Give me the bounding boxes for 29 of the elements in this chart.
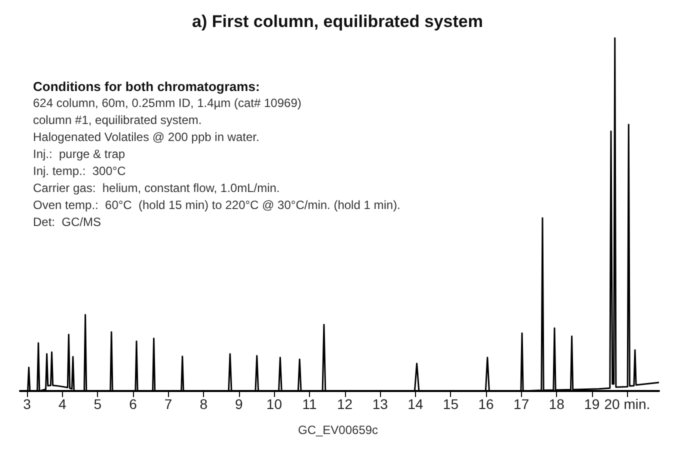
x-tick-label: 17 — [514, 396, 530, 412]
x-tick-label: 16 — [478, 396, 494, 412]
x-tick-label: 6 — [129, 396, 138, 412]
annotation: Det: GC/MS — [33, 215, 102, 229]
annotation: Conditions for both chromatograms: — [33, 79, 260, 94]
annotation: Halogenated Volatiles @ 200 ppb in water. — [33, 130, 260, 144]
x-tick-label: 7 — [164, 396, 172, 412]
annotation: 624 column, 60m, 0.25mm ID, 1.4µm (cat# 10969) — [33, 96, 302, 110]
text: GC_EV00659c — [298, 423, 378, 437]
x-tick-label: 10 — [266, 396, 282, 412]
x-tick-label: 5 — [94, 396, 102, 412]
x-tick-label: 4 — [58, 396, 66, 412]
x-tick-label: 8 — [200, 396, 208, 412]
annotation: Inj.: purge & trap — [33, 147, 126, 161]
x-tick-label: 19 — [584, 396, 600, 412]
x-tick-label: 14 — [408, 396, 424, 412]
annotation: Inj. temp.: 300°C — [33, 164, 126, 178]
x-tick-label: 15 — [442, 396, 459, 412]
x-tick-label: 11 — [302, 396, 317, 412]
x-tick-label: 18 — [548, 396, 565, 412]
annotation: column #1, equilibrated system. — [33, 113, 202, 127]
x-tick-label: 20 min. — [604, 396, 650, 412]
x-tick-label: 3 — [23, 396, 32, 412]
x-tick-label: 13 — [372, 396, 388, 412]
x-tick-label: 9 — [234, 396, 243, 412]
annotation: Carrier gas: helium, constant flow, 1.0mL/min. — [33, 181, 280, 195]
x-tick-label: 12 — [337, 396, 353, 412]
annotation: Oven temp.: 60°C (hold 15 min) to 220°C @ 30°C/min. (hold 1 min). — [33, 198, 400, 212]
chart-title: a) First column, equilibrated system — [192, 12, 483, 31]
